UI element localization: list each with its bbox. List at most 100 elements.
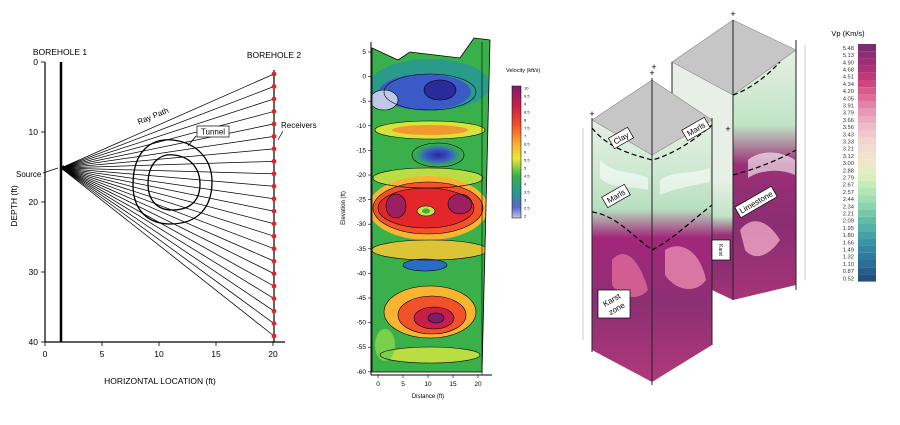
colorbar-title: Velocity (kft/s)	[506, 68, 540, 74]
ray-diagram-panel: Tunnel Ray Path BOREHOLE 2 BOREHOLE 1 Re…	[9, 47, 317, 386]
tomogram-x-tick-label: 0	[376, 381, 380, 388]
vp-legend-value: 3.33	[843, 140, 854, 146]
tomogram-y-tick-label: -55	[357, 344, 367, 351]
x-axis-title: HORIZONTAL LOCATION (ft)	[104, 376, 216, 386]
orange-streak-upper	[392, 125, 468, 135]
receiver-dot	[271, 308, 277, 314]
vp-legend-value: 2.88	[843, 168, 854, 174]
x-tick-label: 20	[268, 349, 278, 359]
borehole-marker-left: +	[589, 109, 594, 119]
vp-legend-swatch	[858, 180, 876, 188]
receivers-leader-line	[277, 130, 284, 141]
ray-line	[60, 167, 275, 274]
vp-legend-swatch	[858, 209, 876, 217]
tomogram-y-tick-label: -20	[357, 172, 367, 179]
ray-line	[60, 167, 275, 175]
receiver-dot	[271, 146, 277, 152]
tomogram-y-tick-label: -30	[357, 221, 367, 228]
receiver-dot	[271, 196, 277, 202]
tomogram-y-tick-label: -25	[357, 197, 367, 204]
contour-line	[372, 89, 399, 111]
vp-legend-swatch	[858, 87, 876, 95]
vp-legend-value: 4.51	[843, 75, 854, 81]
vp-legend-value: 3.66	[843, 118, 854, 124]
receiver-dot	[271, 84, 277, 89]
tomogram-y-tick-label: 0	[362, 74, 366, 81]
y-axis-ticks: 0 10 20 30 40	[29, 57, 45, 347]
vp-legend-swatch	[858, 166, 876, 174]
vp-legend-swatch	[858, 101, 876, 109]
tomogram-x-tick-label: 15	[449, 381, 457, 388]
ray-line	[60, 123, 275, 169]
colorbar-tick-label: 10	[524, 86, 529, 91]
velocity-tomogram-panel: 0 5 10 15 20 5 0 -5 -10 -15 -20 -25 -30 -35 -40 -45 -50…	[341, 37, 540, 400]
left-block-light-streak-1	[600, 160, 648, 190]
receiver-dot	[271, 208, 277, 214]
contour-line	[402, 258, 448, 272]
colorbar-tick-label: 6.5	[524, 142, 530, 147]
vp-legend-value: 0.87	[843, 269, 854, 275]
tomogram-y-tick-label: -5	[360, 98, 366, 105]
contour-lines	[372, 73, 489, 364]
karst-label-small: Karst	[711, 239, 731, 261]
tunnel-leader-line	[187, 135, 197, 147]
ray-line	[60, 136, 275, 169]
colorbar-tick-label: 2.5	[524, 206, 530, 211]
vp-legend-value: 3.91	[843, 104, 854, 110]
y-tick-label: 30	[29, 267, 39, 277]
vp-legend-value: 2.21	[843, 212, 854, 218]
receiver-dot	[271, 171, 277, 177]
vp-legend-value: 4.05	[843, 96, 854, 102]
x-tick-label: 5	[100, 349, 105, 359]
vp-legend-value: 4.20	[843, 89, 854, 95]
tomogram-y-tick-label: -50	[357, 320, 367, 327]
vp-legend-value: 3.12	[843, 154, 854, 160]
borehole-2-label: BOREHOLE 2	[247, 50, 302, 60]
receiver-dot	[271, 221, 277, 227]
tomogram-y-tick-label: 5	[362, 49, 366, 56]
vp-legend-value: 3.21	[843, 147, 854, 153]
ray-line	[60, 160, 275, 169]
blue-lens-mid	[412, 143, 464, 167]
left-block-pink-zone	[665, 246, 706, 290]
borehole-marker-mid: +	[651, 62, 656, 72]
right-block-upper-boundary	[732, 61, 781, 96]
vp-legend-swatch	[858, 231, 876, 239]
vp-legend-value: 1.66	[843, 240, 854, 246]
colorbar-tick-label: 5	[524, 166, 527, 171]
green-inclusion-core	[422, 208, 430, 214]
borehole-marker-center: +	[725, 124, 730, 134]
svg-text:Karst: Karst	[717, 244, 723, 256]
vp-legend-swatch	[858, 195, 876, 203]
vp-legend-swatch	[858, 80, 876, 88]
x-axis-ticks: 0 5 10 15 20	[43, 342, 278, 359]
vp-legend-title: Vp (Km/s)	[831, 29, 865, 38]
ray-line	[60, 98, 275, 169]
colorbar-tick-label: 4	[524, 182, 527, 187]
colorbar-tick-label: 9.5	[524, 94, 530, 99]
contour-line	[379, 346, 481, 364]
left-block-left-face	[592, 120, 652, 382]
ray-line	[60, 167, 275, 225]
x-tick-label: 15	[211, 349, 221, 359]
deep-anomaly-core	[428, 313, 444, 323]
vp-legend-swatch	[858, 252, 876, 260]
vp-legend-swatch	[858, 65, 876, 73]
blue-lens-lower	[403, 259, 447, 271]
vp-legend-value: 0.52	[843, 276, 854, 282]
contour-line	[385, 193, 407, 219]
tomogram-y-tick-label: -35	[357, 246, 367, 253]
receiver-dot	[271, 333, 277, 339]
tomogram-y-tick-label: -60	[357, 369, 367, 376]
colorbar-ticks: 10 9.5 9 8.5 8 7.5 7 6.5 6 5.5 5 4.5 4 3.5 3 2.5 2	[524, 86, 530, 219]
receiver-dot	[271, 96, 277, 102]
vp-legend-value: 3.00	[843, 161, 854, 167]
y-tick-label: 10	[29, 127, 39, 137]
source-label: Source	[16, 170, 42, 179]
contour-line	[397, 295, 467, 335]
vp-legend-swatch	[858, 137, 876, 145]
receivers-label: Receivers	[281, 121, 317, 130]
colorbar-tick-label: 7	[524, 134, 527, 139]
colorbar-tick-label: 6	[524, 150, 527, 155]
